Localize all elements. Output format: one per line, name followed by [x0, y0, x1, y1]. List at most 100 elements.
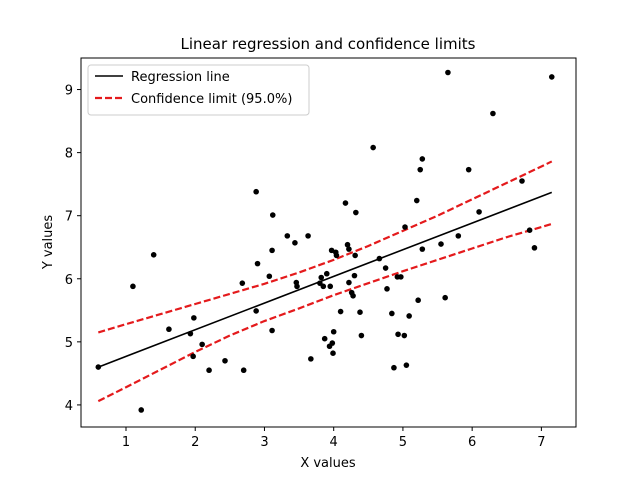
regression-group [98, 191, 553, 368]
data-point-52 [376, 255, 383, 262]
data-point-64 [413, 197, 420, 204]
x-tick-label: 5 [399, 435, 407, 450]
x-tick-label: 3 [260, 435, 268, 450]
data-point-4 [166, 326, 172, 333]
data-point-1 [130, 283, 136, 290]
data-point-39 [337, 308, 344, 315]
legend-box [87, 64, 310, 116]
data-point-36 [330, 350, 336, 357]
data-point-32 [327, 283, 334, 290]
y-tick-label: 7 [65, 210, 73, 225]
data-point-77 [526, 227, 533, 233]
confidence-upper-line [97, 160, 553, 334]
data-point-58 [395, 331, 401, 338]
data-point-70 [442, 294, 448, 301]
data-point-20 [284, 233, 291, 239]
x-tick-label: 1 [122, 435, 130, 450]
data-point-0 [95, 364, 102, 370]
data-point-55 [389, 310, 395, 317]
data-point-30 [323, 270, 330, 277]
data-point-74 [476, 209, 482, 215]
data-point-41 [344, 241, 351, 248]
data-point-14 [253, 308, 259, 314]
data-point-34 [329, 340, 336, 346]
data-point-62 [403, 362, 410, 368]
data-point-10 [222, 357, 228, 364]
data-point-51 [370, 144, 376, 151]
data-point-69 [438, 241, 444, 247]
data-point-5 [187, 330, 194, 337]
legend-confidence-label: Confidence limit (95.0%) [131, 92, 292, 107]
x-tick-label: 6 [468, 435, 476, 450]
scatter-points [95, 69, 555, 413]
data-point-27 [318, 274, 325, 281]
y-tick-label: 6 [65, 273, 73, 288]
data-point-24 [305, 233, 311, 239]
data-point-59 [398, 274, 404, 280]
data-point-7 [191, 315, 197, 321]
data-point-48 [353, 209, 359, 216]
data-point-11 [239, 280, 246, 286]
data-point-2 [138, 407, 145, 413]
data-point-13 [253, 188, 259, 195]
data-point-16 [266, 273, 273, 280]
x-axis: 1 2 3 4 5 6 7 [122, 427, 546, 450]
regression-line [98, 191, 553, 368]
chart-title: Linear regression and confidence limits [181, 35, 476, 53]
data-point-23 [294, 283, 300, 290]
data-point-56 [391, 364, 397, 371]
data-point-76 [519, 178, 525, 184]
x-axis-title: X values [300, 456, 356, 471]
data-point-49 [357, 309, 363, 316]
data-point-66 [417, 166, 424, 173]
data-point-29 [321, 335, 328, 342]
legend-regression-label: Regression line [131, 70, 230, 85]
data-point-53 [382, 265, 389, 271]
data-point-42 [346, 246, 352, 252]
x-tick-label: 4 [330, 435, 338, 450]
data-point-28 [320, 283, 327, 290]
data-point-17 [269, 247, 275, 254]
data-point-25 [308, 356, 314, 362]
data-point-19 [269, 327, 275, 334]
confidence-lines [97, 160, 553, 403]
data-point-46 [351, 272, 358, 279]
data-point-6 [190, 353, 196, 360]
data-point-45 [350, 293, 356, 299]
y-tick-label: 5 [65, 336, 73, 351]
data-point-21 [292, 240, 298, 246]
data-point-18 [269, 212, 276, 218]
data-point-63 [406, 313, 412, 319]
y-tick-label: 9 [65, 84, 73, 99]
data-point-35 [330, 328, 337, 335]
data-point-71 [445, 69, 451, 76]
data-point-43 [346, 279, 352, 286]
data-point-40 [342, 200, 349, 206]
data-point-50 [358, 332, 365, 339]
data-point-3 [150, 252, 157, 258]
data-point-68 [419, 246, 426, 252]
data-point-61 [402, 224, 408, 230]
data-point-65 [415, 297, 421, 304]
y-axis-title: Y values [41, 215, 56, 271]
data-point-75 [490, 110, 496, 117]
x-tick-label: 2 [191, 435, 199, 450]
data-point-9 [206, 367, 212, 374]
data-point-72 [455, 233, 462, 239]
x-tick-label: 7 [537, 435, 545, 450]
plot-frame [80, 57, 577, 428]
data-point-60 [401, 332, 408, 339]
data-point-47 [352, 252, 358, 259]
data-point-78 [531, 245, 538, 251]
data-point-79 [548, 74, 555, 80]
data-point-73 [465, 166, 472, 173]
data-point-8 [199, 341, 205, 348]
legend: Regression line Confidence limit (95.0%) [87, 64, 310, 116]
data-point-12 [240, 367, 247, 374]
data-point-15 [254, 260, 261, 267]
confidence-lower-line [97, 222, 553, 403]
y-tick-label: 8 [65, 147, 73, 162]
data-point-38 [333, 252, 340, 259]
data-point-67 [419, 156, 426, 162]
